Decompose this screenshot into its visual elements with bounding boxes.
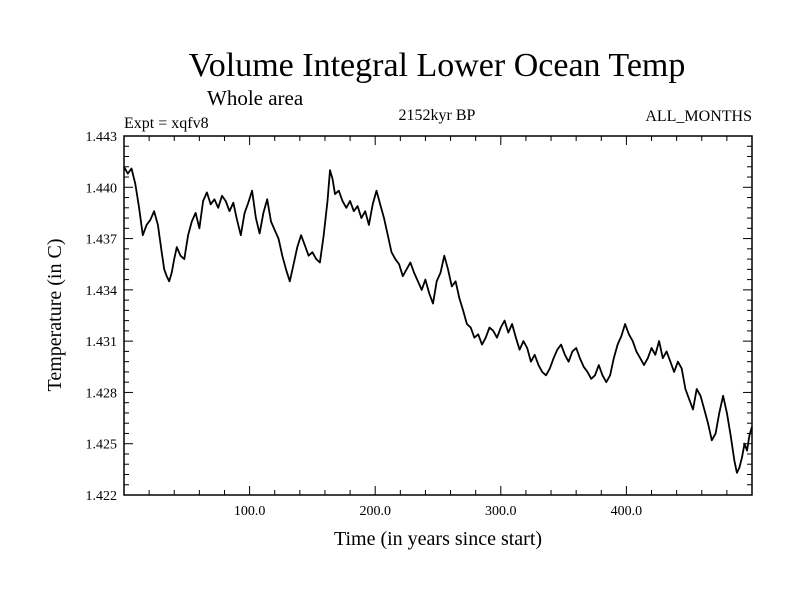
y-tick-label: 1.440 <box>86 181 118 196</box>
x-tick-label: 200.0 <box>359 504 391 519</box>
months-label: ALL_MONTHS <box>645 108 752 125</box>
x-axis-label: Time (in years since start) <box>334 528 542 550</box>
x-tick-label: 100.0 <box>234 504 266 519</box>
y-tick-label: 1.425 <box>86 438 118 453</box>
series-group <box>123 166 753 474</box>
chart-title: Volume Integral Lower Ocean Temp <box>189 47 686 84</box>
series-line-xqfv8 <box>123 166 753 474</box>
chart-subtitle: Whole area <box>207 86 304 110</box>
y-tick-label: 1.443 <box>86 130 118 145</box>
plot-frame <box>123 135 753 496</box>
y-tick-label: 1.428 <box>86 386 118 401</box>
period-label: 2152kyr BP <box>399 107 476 124</box>
x-tick-label: 300.0 <box>485 504 517 519</box>
y-tick-label: 1.431 <box>86 335 118 350</box>
x-axis: 100.0 200.0 300.0 400.0 <box>148 136 728 519</box>
y-tick-label: 1.434 <box>86 284 118 299</box>
y-axis: 1.422 1.425 1.428 1.431 1.434 1.437 1.440 1.443 <box>86 130 752 504</box>
x-tick-label: 400.0 <box>611 504 643 519</box>
y-axis-label: Temperature (in C) <box>44 239 66 392</box>
y-tick-label: 1.422 <box>86 489 118 504</box>
y-tick-label: 1.437 <box>86 233 118 248</box>
experiment-label: Expt = xqfv8 <box>124 115 209 132</box>
